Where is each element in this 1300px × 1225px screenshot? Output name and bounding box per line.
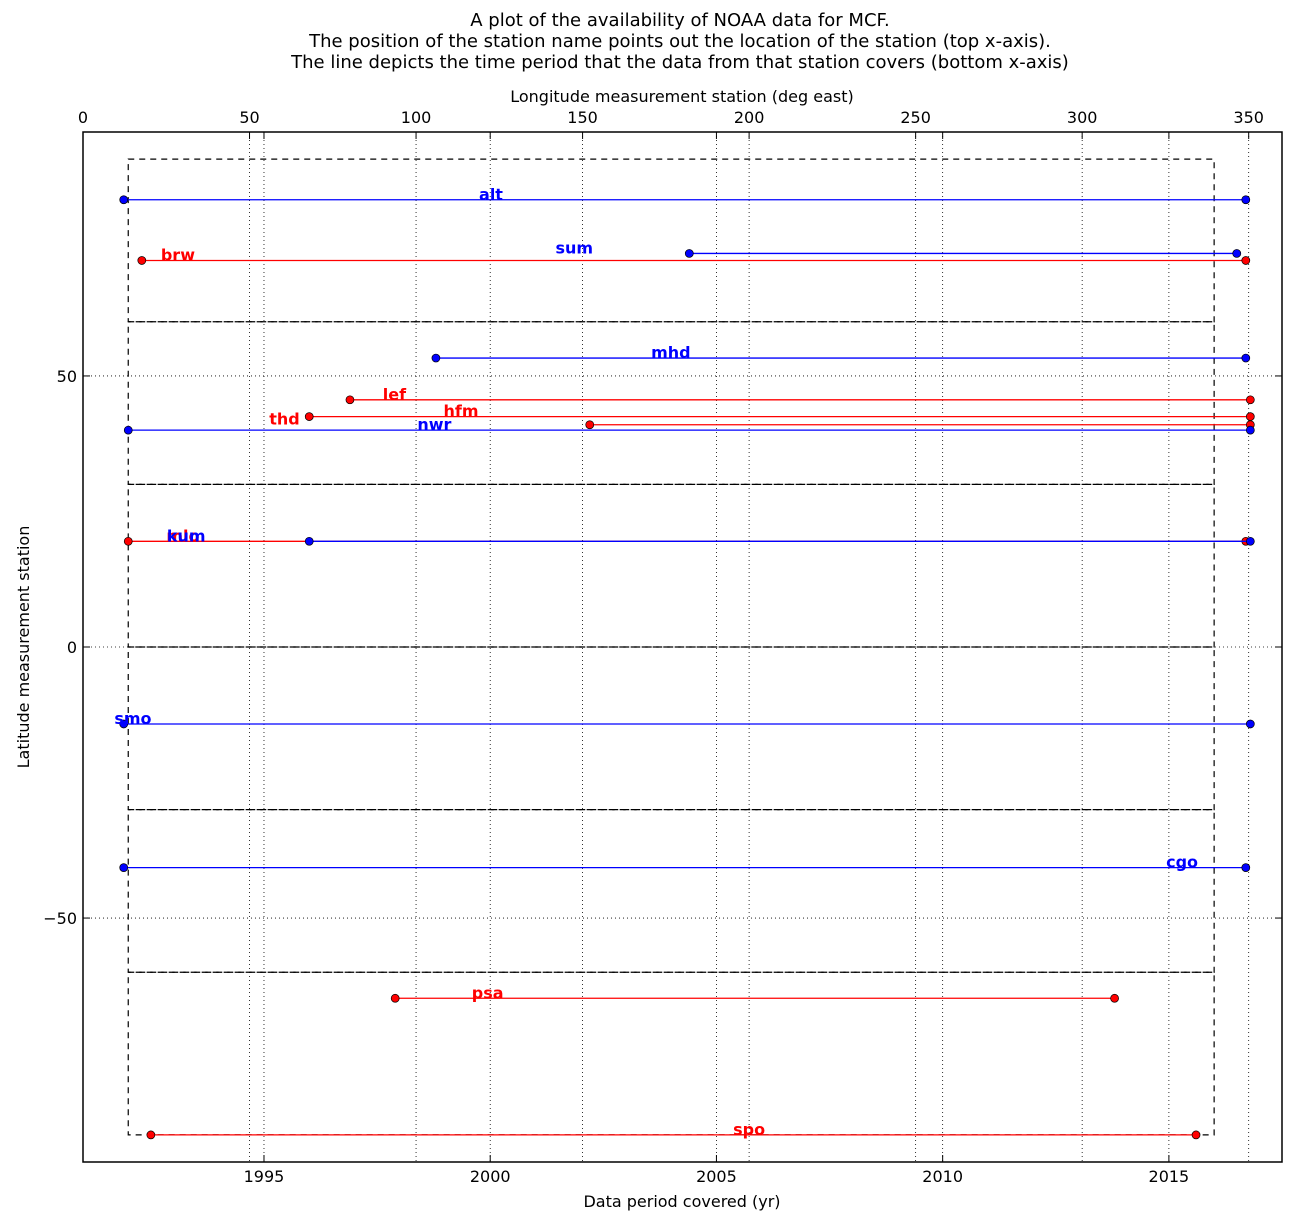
title-line-3: The line depicts the time period that th… <box>291 52 1069 73</box>
y-axis-label: Latitude measurement station <box>14 526 33 769</box>
series-end-point-smo <box>1245 719 1255 729</box>
y-tick-label: 50 <box>57 367 77 386</box>
title-line-2: The position of the station name points … <box>309 31 1051 52</box>
series-start-point-smo <box>119 719 129 729</box>
station-label-lef: lef <box>383 385 407 404</box>
latitude-band-box <box>127 483 1215 648</box>
station-label-sum: sum <box>555 238 593 257</box>
axes-layer: 1995 2000 2005 2010 2015 0 50 100 150 200 250 300 35… <box>43 108 1283 1186</box>
series-start-point-brw <box>137 256 147 265</box>
station-label-mhd: mhd <box>651 343 691 362</box>
series-start-point-sum <box>684 249 694 258</box>
series-start-point-psa <box>390 993 400 1003</box>
series-start-point-cgo <box>119 863 129 872</box>
station-label-brw: brw <box>161 245 195 264</box>
series-start-point-alt <box>119 195 129 205</box>
x2-tick-label: 50 <box>239 108 259 127</box>
x-tick-label: 2010 <box>922 1167 963 1186</box>
series-start-point-nwr <box>123 425 133 435</box>
dashed-boxes-layer <box>127 158 1215 1136</box>
x2-tick-label: 350 <box>1233 108 1264 127</box>
series-start-point-mhd <box>431 353 441 363</box>
y-tick-label: −50 <box>43 909 77 928</box>
series-end-point-mhd <box>1241 353 1251 363</box>
x2-tick-label: 150 <box>567 108 598 127</box>
station-label-mlo: mlo <box>166 526 199 545</box>
series-end-point-kum <box>1245 536 1255 546</box>
station-label-kum: kum <box>167 526 206 545</box>
series-end-point-brw <box>1241 256 1251 265</box>
series-end-point-psa <box>1110 993 1119 1003</box>
x2-tick-label: 100 <box>401 108 432 127</box>
bottom-x-axis-label: Data period covered (yr) <box>583 1192 780 1211</box>
x2-tick-label: 300 <box>1067 108 1098 127</box>
x2-tick-label: 200 <box>734 108 765 127</box>
x-tick-label: 2005 <box>696 1167 737 1186</box>
series-end-point-cgo <box>1241 863 1251 872</box>
station-label-hfm: hfm <box>444 402 479 421</box>
series-start-point-mlo <box>123 536 133 546</box>
station-label-cgo: cgo <box>1166 853 1198 872</box>
title-line-1: A plot of the availability of NOAA data … <box>470 10 890 31</box>
series-start-point-lef <box>345 395 355 405</box>
x-tick-label: 2000 <box>470 1167 511 1186</box>
station-label-spo: spo <box>733 1120 765 1139</box>
x2-tick-label: 250 <box>900 108 931 127</box>
latitude-band-box <box>127 321 1215 485</box>
x-tick-label: 1995 <box>244 1167 285 1186</box>
x-tick-label: 2015 <box>1149 1167 1190 1186</box>
latitude-band-box <box>127 646 1215 811</box>
chart-title: A plot of the availability of NOAA data … <box>0 10 1300 73</box>
y-tick-label: 0 <box>67 638 77 657</box>
series-start-point-thd <box>585 420 595 430</box>
series-end-point-lef <box>1245 395 1255 405</box>
series-end-point-hfm <box>1245 412 1255 421</box>
station-label-smo: smo <box>114 709 151 728</box>
series-end-point-spo <box>1191 1130 1201 1140</box>
x2-tick-label: 0 <box>78 108 88 127</box>
latitude-band-box <box>127 971 1215 1136</box>
series-end-point-alt <box>1241 195 1251 205</box>
series-start-point-kum <box>304 536 314 546</box>
top-x-axis-label: Longitude measurement station (deg east) <box>510 87 854 106</box>
series-end-point-nwr <box>1245 425 1255 435</box>
series-end-point-sum <box>1232 249 1242 258</box>
station-label-alt: alt <box>479 185 503 204</box>
series-start-point-spo <box>146 1130 156 1140</box>
series-start-point-hfm <box>304 412 314 421</box>
station-label-psa: psa <box>472 983 504 1002</box>
station-label-thd: thd <box>269 410 300 429</box>
latitude-band-box <box>127 158 1215 323</box>
station-label-nwr: nwr <box>417 415 451 434</box>
latitude-band-box <box>127 809 1215 973</box>
